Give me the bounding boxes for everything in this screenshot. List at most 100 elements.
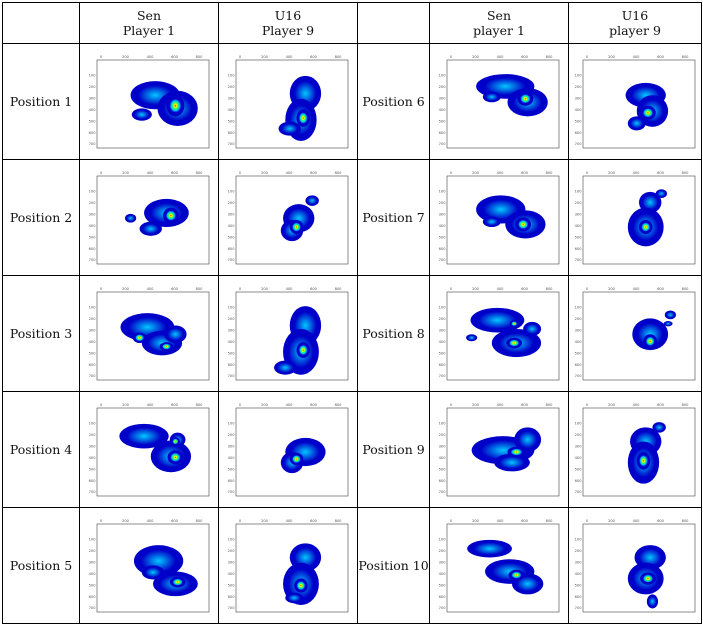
x-tick-label: 400	[286, 519, 294, 523]
y-tick-label: 400	[439, 339, 447, 343]
y-tick-label: 300	[439, 96, 447, 100]
position-row: Position 5 0 200 400 600 800 100 200 300 400 500 60…	[2, 507, 702, 624]
y-tick-label: 700	[575, 142, 583, 146]
heatmap-u16-player-9-right: 0 200 400 600 800 100 200 300 400 500 600 700	[568, 391, 702, 508]
heat-region	[125, 213, 137, 223]
x-tick-label: 600	[657, 403, 665, 407]
x-tick-label: 600	[521, 55, 529, 59]
y-tick-label: 700	[89, 374, 97, 378]
heatmap-plot: 0 200 400 600 800 100 200 300 400 500 600 700	[439, 287, 560, 380]
heat-region	[523, 321, 542, 336]
y-tick-label: 500	[575, 583, 583, 587]
y-tick-label: 200	[228, 85, 236, 89]
heat-region	[466, 333, 478, 341]
heatmap-u16-player-9: 0 200 400 600 800 100 200 300 400 500 600 700	[218, 159, 358, 276]
y-tick-label: 700	[228, 142, 236, 146]
y-tick-label: 400	[575, 455, 583, 459]
heat-region	[494, 453, 530, 471]
x-tick-label: 400	[633, 287, 641, 291]
heat-hotspot	[296, 341, 310, 358]
heat-region	[305, 194, 319, 206]
heat-hotspot	[289, 452, 304, 465]
y-tick-label: 600	[89, 246, 97, 250]
heat-region	[470, 307, 525, 332]
heat-hotspot	[289, 219, 304, 234]
x-tick-label: 800	[546, 519, 554, 523]
heatmap-u16-player-9: 0 200 400 600 800 100 200 300 400 500 600 700	[218, 43, 358, 160]
heat-hotspot	[294, 578, 308, 593]
y-tick-label: 500	[575, 351, 583, 355]
position-row: Position 1 0 200 400 600 800 100 200 300 400 500 60…	[2, 43, 702, 160]
heat-blob	[283, 542, 322, 605]
x-tick-label: 400	[497, 171, 505, 175]
x-tick-label: 600	[171, 287, 179, 291]
y-tick-label: 500	[228, 119, 236, 123]
x-tick-label: 400	[633, 403, 641, 407]
x-tick-label: 800	[546, 55, 554, 59]
y-tick-label: 600	[228, 130, 236, 134]
y-tick-label: 300	[228, 444, 236, 448]
x-tick-label: 0	[100, 519, 103, 523]
heatmap-plot: 0 200 400 600 800 100 200 300 400 500 600 700	[575, 55, 696, 148]
y-tick-label: 400	[575, 107, 583, 111]
heat-blob	[274, 305, 322, 375]
x-tick-label: 200	[122, 519, 130, 523]
y-tick-label: 400	[228, 223, 236, 227]
x-tick-label: 400	[147, 171, 155, 175]
y-tick-label: 200	[575, 317, 583, 321]
x-tick-label: 0	[450, 519, 453, 523]
heat-region	[639, 191, 662, 213]
y-tick-label: 600	[439, 594, 447, 598]
y-tick-label: 300	[228, 560, 236, 564]
heatmap-plot: 0 200 400 600 800 100 200 300 400 500 600 700	[575, 519, 696, 612]
y-tick-label: 300	[439, 560, 447, 564]
heatmap-sen-player-1: 0 200 400 600 800 100 200 300 400 500 600 700	[79, 159, 219, 276]
x-tick-label: 0	[239, 519, 242, 523]
x-tick-label: 600	[171, 403, 179, 407]
heatmap-plot: 0 200 400 600 800 100 200 300 400 500 600 700	[228, 55, 349, 148]
heat-blob	[125, 198, 189, 236]
header-player: player 9	[609, 23, 661, 38]
x-tick-label: 0	[586, 403, 589, 407]
y-tick-label: 200	[89, 317, 97, 321]
heat-hotspot	[640, 105, 656, 120]
heat-hotspot	[159, 341, 174, 351]
x-tick-label: 800	[196, 55, 204, 59]
y-tick-label: 500	[228, 235, 236, 239]
y-tick-label: 600	[228, 594, 236, 598]
heat-hotspot	[517, 91, 534, 106]
position-label: Position 9	[357, 391, 430, 508]
heat-blob	[625, 82, 669, 130]
y-tick-label: 300	[575, 560, 583, 564]
x-tick-label: 0	[586, 287, 589, 291]
x-tick-label: 400	[497, 287, 505, 291]
position-row: Position 4 0 200 400 600 800 100 200 300 400 500 60…	[2, 391, 702, 508]
heatmap-u16-player-9-right: 0 200 400 600 800 100 200 300 400 500 600 700	[568, 507, 702, 624]
heat-region	[278, 121, 301, 136]
x-tick-label: 400	[497, 403, 505, 407]
heatmap-plot: 0 200 400 600 800 100 200 300 400 500 600 700	[575, 287, 696, 380]
y-tick-label: 300	[439, 328, 447, 332]
y-tick-label: 600	[575, 246, 583, 250]
heatmap-plot: 0 200 400 600 800 100 200 300 400 500 600 700	[228, 519, 349, 612]
y-tick-label: 700	[439, 606, 447, 610]
x-tick-label: 600	[521, 171, 529, 175]
heat-blob	[278, 75, 322, 141]
y-tick-label: 400	[575, 571, 583, 575]
x-tick-label: 0	[450, 171, 453, 175]
x-tick-label: 0	[586, 171, 589, 175]
y-tick-label: 400	[89, 455, 97, 459]
header-player: player 1	[473, 23, 525, 38]
heat-hotspot	[296, 108, 310, 127]
header-player: Player 9	[261, 23, 315, 38]
heat-hotspot	[163, 207, 179, 224]
heat-region	[131, 107, 152, 121]
y-tick-label: 600	[439, 246, 447, 250]
x-tick-label: 200	[122, 403, 130, 407]
y-tick-label: 700	[228, 374, 236, 378]
x-tick-label: 200	[608, 519, 616, 523]
x-tick-label: 0	[450, 55, 453, 59]
header-u16-player-9-right: U16 player 9	[568, 2, 702, 44]
x-tick-label: 800	[196, 403, 204, 407]
